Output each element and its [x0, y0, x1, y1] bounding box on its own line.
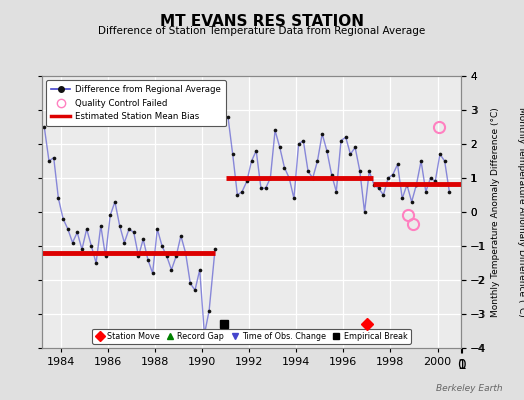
Point — [257, 185, 265, 191]
Point — [144, 256, 152, 263]
Point — [276, 144, 284, 151]
Point — [417, 158, 425, 164]
Point — [445, 188, 454, 195]
Point — [285, 175, 293, 181]
Point — [54, 195, 62, 202]
Point — [309, 175, 317, 181]
Point — [96, 222, 105, 229]
Point — [318, 130, 326, 137]
Point — [233, 192, 242, 198]
Point — [129, 229, 138, 236]
Point — [87, 243, 95, 249]
Point — [313, 158, 322, 164]
Point — [361, 209, 369, 215]
Point — [332, 188, 341, 195]
Point — [158, 243, 166, 249]
Point — [342, 134, 350, 140]
Point — [403, 182, 411, 188]
Point — [49, 154, 58, 161]
Point — [153, 226, 161, 232]
Point — [125, 226, 133, 232]
Point — [205, 307, 213, 314]
Point — [111, 199, 119, 205]
Point — [181, 250, 190, 256]
Point — [337, 138, 345, 144]
Point — [427, 175, 435, 181]
Point — [290, 195, 298, 202]
Point — [375, 185, 383, 191]
Point — [247, 158, 256, 164]
Point — [186, 280, 194, 286]
Point — [73, 229, 81, 236]
Point — [323, 148, 331, 154]
Point — [211, 246, 219, 253]
Point — [238, 188, 246, 195]
Point — [40, 124, 48, 130]
Text: Berkeley Earth: Berkeley Earth — [436, 384, 503, 393]
Point — [261, 185, 270, 191]
Point — [78, 246, 86, 253]
Point — [172, 253, 180, 259]
Point — [351, 144, 359, 151]
Point — [148, 270, 157, 276]
Point — [408, 199, 416, 205]
Point — [191, 287, 199, 294]
Point — [299, 138, 308, 144]
Point — [63, 226, 72, 232]
Point — [346, 151, 355, 157]
Point — [394, 161, 402, 168]
Text: Monthly Temperature Anomaly Difference (°C): Monthly Temperature Anomaly Difference (… — [517, 107, 524, 317]
Point — [389, 171, 397, 178]
Y-axis label: Monthly Temperature Anomaly Difference (°C): Monthly Temperature Anomaly Difference (… — [491, 107, 500, 317]
Point — [370, 182, 378, 188]
Point — [436, 151, 444, 157]
Point — [167, 267, 176, 273]
Point — [422, 188, 430, 195]
Point — [195, 267, 204, 273]
Text: MT EVANS RES STATION: MT EVANS RES STATION — [160, 14, 364, 29]
Point — [139, 236, 147, 242]
Point — [365, 168, 374, 174]
Point — [243, 178, 251, 185]
Point — [82, 226, 91, 232]
Text: Difference of Station Temperature Data from Regional Average: Difference of Station Temperature Data f… — [99, 26, 425, 36]
Point — [271, 127, 279, 134]
Point — [252, 148, 260, 154]
Point — [356, 168, 364, 174]
Point — [304, 168, 312, 174]
Point — [59, 216, 67, 222]
Point — [106, 212, 114, 218]
Point — [328, 171, 336, 178]
Point — [398, 195, 407, 202]
Point — [101, 253, 110, 259]
Point — [379, 192, 388, 198]
Point — [45, 158, 53, 164]
Legend: Station Move, Record Gap, Time of Obs. Change, Empirical Break: Station Move, Record Gap, Time of Obs. C… — [92, 328, 411, 344]
Point — [384, 175, 392, 181]
Point — [412, 182, 421, 188]
Point — [200, 331, 209, 338]
Point — [162, 253, 171, 259]
Point — [280, 165, 289, 171]
Point — [68, 239, 77, 246]
Point — [266, 175, 275, 181]
Point — [120, 239, 128, 246]
Point — [224, 114, 232, 120]
Point — [294, 141, 303, 147]
Point — [228, 151, 237, 157]
Point — [134, 253, 143, 259]
Point — [115, 222, 124, 229]
Point — [431, 178, 440, 185]
Point — [441, 158, 449, 164]
Point — [177, 233, 185, 239]
Point — [92, 260, 100, 266]
